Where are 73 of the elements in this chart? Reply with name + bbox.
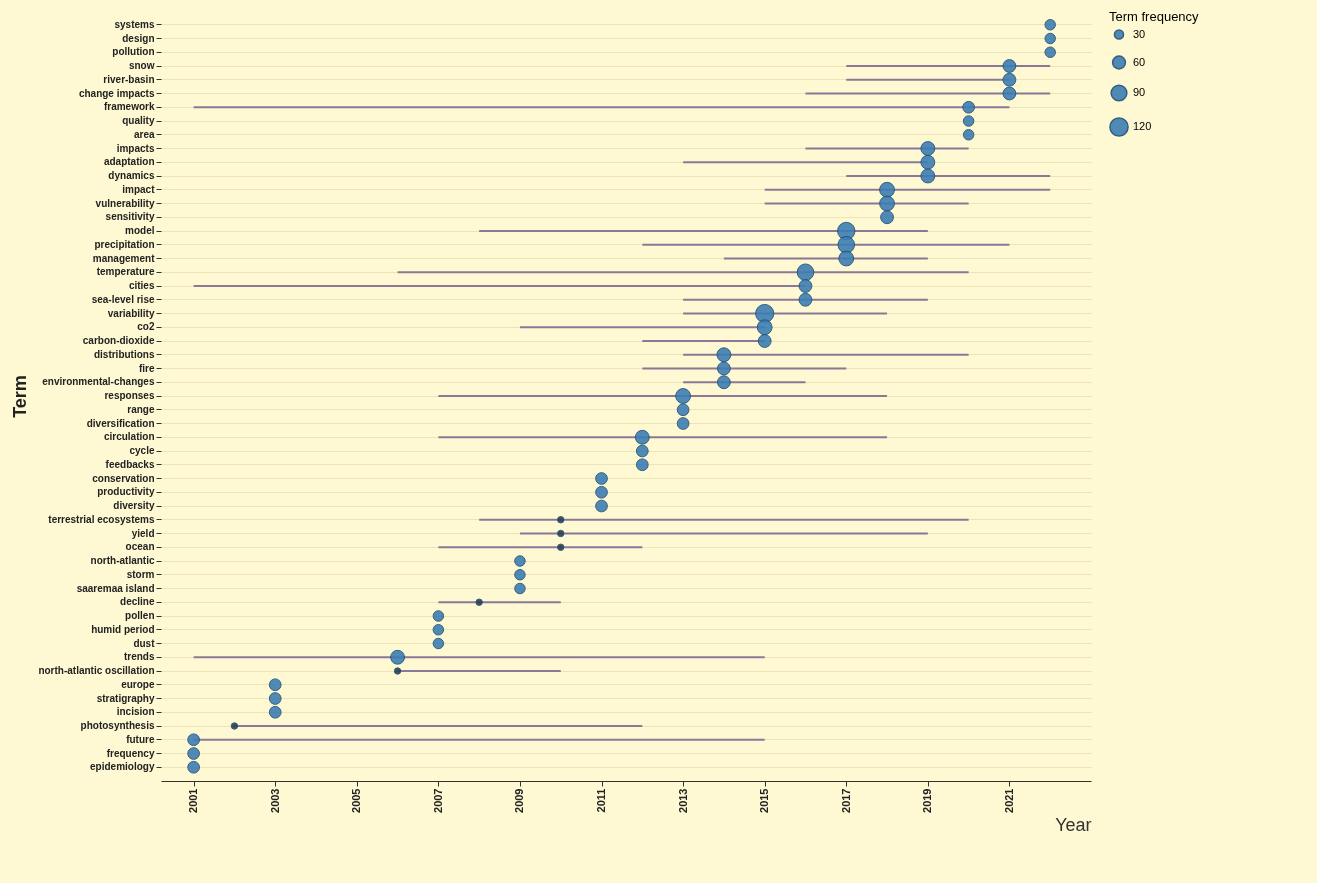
x-tick-label: 2005 [350,788,363,813]
y-tick-label: design [122,32,155,44]
x-axis-title: Year [1055,814,1092,835]
y-tick-label: trends [123,651,155,663]
y-tick-label: ocean [125,541,155,553]
x-tick-label: 2019 [921,788,934,813]
y-tick-label: cities [128,280,155,291]
y-tick-label: adaptation [103,156,155,168]
y-tick-label: dynamics [108,170,155,181]
y-tick-label: variability [107,307,155,319]
y-tick-label: humid period [91,623,155,635]
y-tick-label: future [126,733,155,745]
y-tick-label: sea-level rise [91,293,155,305]
y-tick-label: river-basin [103,73,155,85]
y-tick-label: productivity [97,486,155,498]
y-tick-label: decline [120,596,155,608]
x-tick-label: 2003 [268,788,281,813]
y-tick-label: incision [116,706,155,718]
x-tick-label: 2017 [839,788,852,813]
y-tick-label: quality [122,115,155,126]
y-tick-label: precipitation [94,238,155,250]
y-tick-label: change impacts [78,87,155,99]
y-tick-label: pollution [112,46,155,58]
y-tick-label: vulnerability [95,197,155,209]
legend-title: Term frequency [1109,9,1200,24]
y-tick-label: cycle [129,445,155,456]
x-tick-label: 2013 [676,788,689,813]
y-tick-label: pollen [125,610,155,621]
y-tick-label: impacts [116,142,155,154]
y-tick-label: saaremaa island [76,582,155,594]
legend-label: 120 [1133,120,1152,132]
x-tick-label: 2001 [187,788,200,813]
y-tick-label: photosynthesis [80,720,155,731]
y-tick-label: distributions [93,348,155,360]
y-tick-label: yield [131,527,155,539]
y-tick-label: carbon-dioxide [82,335,155,346]
y-tick-label: management [92,252,156,264]
x-tick-label: 2009 [513,788,526,813]
x-tick-label: 2011 [595,788,608,813]
y-tick-label: diversification [86,417,155,429]
y-tick-label: model [125,225,155,236]
legend-label: 30 [1133,27,1146,40]
y-tick-label: systems [114,18,155,30]
legend-label: 60 [1133,55,1146,68]
y-tick-label: epidemiology [90,761,155,773]
y-tick-label: feedbacks [105,458,155,470]
y-tick-label: environmental-changes [42,376,155,388]
y-tick-label: impact [122,183,156,195]
y-tick-label: fire [138,362,155,374]
y-tick-label: responses [104,390,155,401]
y-axis-title: Term [10,375,31,418]
y-tick-label: north-atlantic oscillation [38,665,155,676]
y-tick-label: range [127,403,155,415]
x-tick-label: 2021 [1002,788,1015,813]
x-tick-label: 2007 [431,788,444,813]
legend-label: 90 [1133,86,1146,98]
y-tick-label: dust [133,637,156,649]
y-tick-label: co2 [137,321,155,333]
y-tick-label: storm [126,568,155,580]
y-tick-label: north-atlantic [90,555,155,566]
y-tick-label: sensitivity [105,211,155,223]
y-tick-label: diversity [113,500,155,511]
y-tick-label: conservation [92,472,155,484]
y-tick-label: area [133,128,155,140]
y-tick-label: europe [121,678,155,690]
y-tick-label: temperature [96,266,155,278]
y-tick-label: circulation [103,431,155,443]
x-tick-label: 2015 [758,788,771,813]
y-tick-label: stratigraphy [96,692,155,704]
y-tick-label: framework [103,101,155,113]
y-tick-label: snow [128,60,155,71]
y-tick-label: terrestrial ecosystems [48,513,155,525]
y-tick-label: frequency [106,747,155,759]
